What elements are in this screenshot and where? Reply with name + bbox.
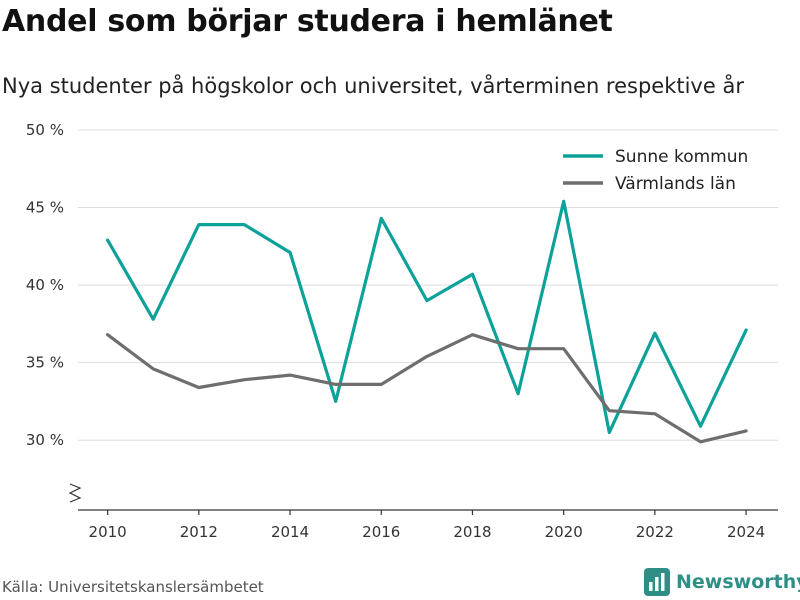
chart-bars-icon: [644, 568, 670, 596]
y-tick-label: 50 %: [26, 121, 64, 139]
series-lines: [105, 199, 748, 444]
y-tick-label: 40 %: [26, 276, 64, 294]
x-tick-label: 2012: [180, 523, 218, 541]
axis-break-icon: [68, 483, 82, 503]
source-note: Källa: Universitetskanslersämbetet: [2, 578, 264, 596]
y-tick-labels: 30 % 35 % 40 % 45 % 50 %: [26, 121, 64, 449]
x-tick-label: 2010: [89, 523, 127, 541]
x-tick-labels: 2010 2012 2014 2016 2018 2020 2022 2024: [89, 510, 765, 541]
series-line-1: [105, 199, 748, 434]
x-tick-label: 2020: [545, 523, 583, 541]
y-tick-label: 35 %: [26, 354, 64, 372]
y-tick-label: 45 %: [26, 199, 64, 217]
brand-logo: Newsworthy: [644, 568, 800, 596]
legend-label: Värmlands län: [615, 174, 736, 194]
y-tick-label: 30 %: [26, 431, 64, 449]
x-tick-label: 2024: [727, 523, 765, 541]
legend: Sunne kommun Värmlands län: [563, 147, 748, 194]
x-tick-label: 2018: [453, 523, 491, 541]
legend-label: Sunne kommun: [615, 147, 748, 167]
brand-name: Newsworthy: [676, 571, 800, 593]
series-line-2: [105, 333, 748, 444]
x-tick-label: 2016: [362, 523, 400, 541]
x-tick-label: 2014: [271, 523, 309, 541]
chart-title: Andel som börjar studera i hemlänet: [2, 4, 613, 39]
axes: [68, 483, 778, 511]
gridlines: [78, 129, 778, 441]
chart-subtitle: Nya studenter på högskolor och universit…: [2, 74, 744, 98]
x-tick-label: 2022: [636, 523, 674, 541]
